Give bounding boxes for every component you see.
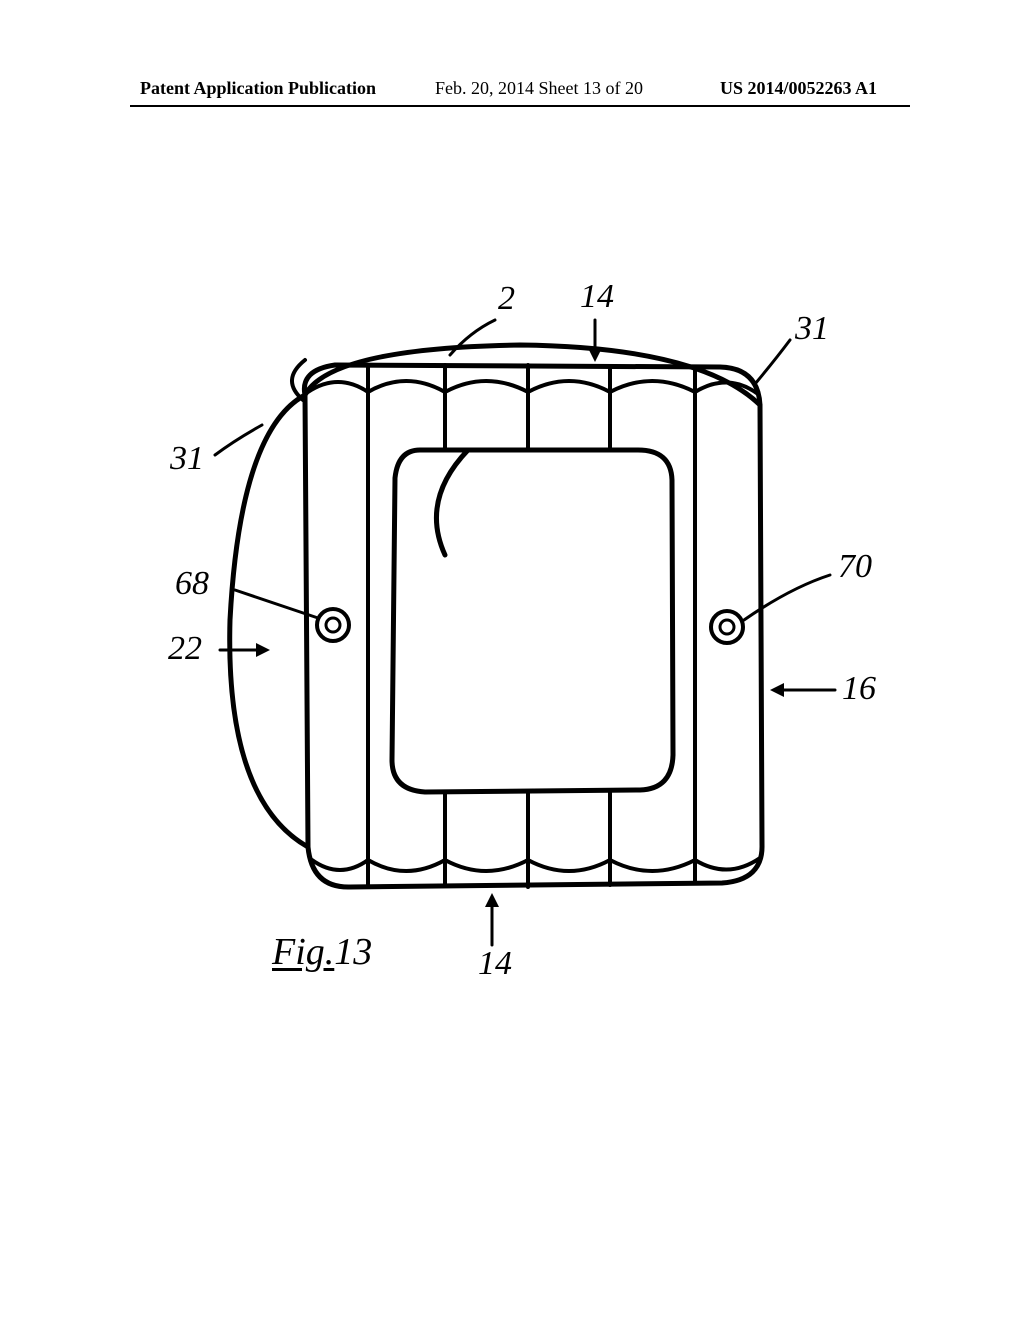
ref-31-tr: 31 bbox=[795, 310, 829, 348]
patent-page: Patent Application Publication Feb. 20, … bbox=[0, 0, 1024, 1320]
scallop-5 bbox=[610, 381, 695, 392]
ref-14-top: 14 bbox=[580, 278, 614, 316]
ref-22: 22 bbox=[168, 630, 202, 668]
leader-2 bbox=[450, 320, 495, 355]
arrow-16 bbox=[770, 683, 784, 697]
port-right-inner bbox=[720, 620, 734, 634]
ref-31-tl: 31 bbox=[170, 440, 204, 478]
arrow-14-top bbox=[588, 348, 602, 362]
leader-31-tr bbox=[755, 340, 790, 384]
port-right-outer bbox=[711, 611, 743, 643]
figure-13: 2 14 31 31 68 22 70 16 14 Fig.13 bbox=[0, 0, 1024, 1320]
ref-68: 68 bbox=[175, 565, 209, 603]
left-side-face bbox=[230, 395, 308, 847]
scallop-b4 bbox=[528, 860, 610, 871]
top-side-face bbox=[305, 345, 760, 405]
arrow-14-bot bbox=[485, 893, 499, 907]
figure-label-prefix: Fig. bbox=[272, 931, 334, 973]
port-left-outer bbox=[317, 609, 349, 641]
figure-label-number: 13 bbox=[334, 931, 372, 973]
scallop-4 bbox=[528, 381, 610, 392]
leader-31-tl bbox=[215, 425, 262, 455]
scallop-3 bbox=[445, 381, 528, 392]
ref-14-bot: 14 bbox=[478, 945, 512, 983]
port-left-inner bbox=[326, 618, 340, 632]
inner-fold-line bbox=[436, 450, 468, 555]
scallop-b3 bbox=[445, 860, 528, 871]
ref-70: 70 bbox=[838, 548, 872, 586]
scallop-b5 bbox=[610, 860, 695, 871]
scallop-b1 bbox=[312, 860, 368, 870]
scallop-b2 bbox=[368, 860, 445, 871]
figure-svg bbox=[0, 0, 1024, 1320]
ref-2: 2 bbox=[498, 280, 515, 318]
leader-70 bbox=[744, 575, 830, 620]
scallop-2 bbox=[368, 381, 445, 392]
arrow-22 bbox=[256, 643, 270, 657]
ref-16: 16 bbox=[842, 670, 876, 708]
inner-panel bbox=[392, 450, 673, 792]
scallop-b6 bbox=[695, 858, 760, 870]
figure-label: Fig.13 bbox=[272, 930, 372, 974]
